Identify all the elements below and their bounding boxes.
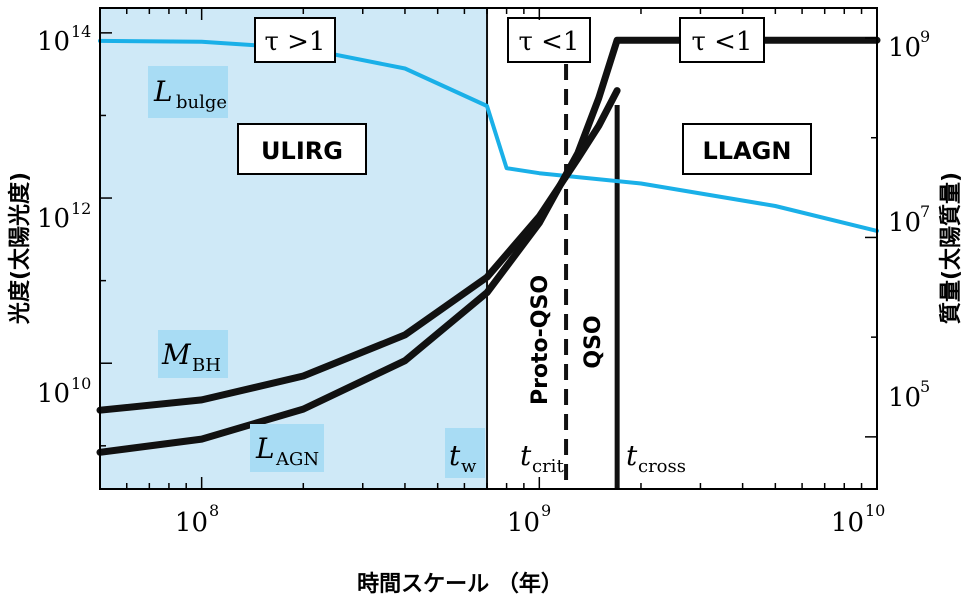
y-left-tick-label-1: 10 (37, 27, 70, 57)
svg-text:M: M (161, 338, 192, 371)
svg-text:L: L (255, 432, 275, 465)
svg-text:bulge: bulge (176, 92, 227, 113)
x-tick-label-2: 10 (507, 508, 540, 538)
y-right-tick-label-1: 10 (888, 33, 921, 63)
proto-qso-label: Proto-QSO (528, 275, 553, 405)
series-l-bulge (98, 38, 879, 233)
qso-label: QSO (581, 315, 606, 368)
y-left-tick-label-3-exp: 10 (71, 374, 91, 393)
phase-label-llagn: LLAGN (682, 123, 812, 175)
y-left-axis-title: 光度(太陽光度) (7, 172, 33, 325)
phase-label-ulirg: ULIRG (237, 123, 367, 175)
y-left-tick-label-2: 10 (37, 204, 70, 234)
plot-frame (99, 7, 878, 490)
y-right-axis-ticks (865, 37, 877, 438)
t-crit-label: t crit (520, 439, 564, 477)
y-right-tick-label-2: 10 (888, 208, 921, 238)
y-right-axis-title: 質量(太陽質量) (939, 172, 964, 324)
x-tick-label-1: 10 (175, 508, 208, 538)
t-cross-label: t cross (626, 439, 686, 477)
svg-text:τ >1: τ >1 (265, 27, 326, 57)
y-left-tick-label-1-exp: 14 (71, 22, 91, 41)
x-tick-label-2-exp: 9 (541, 501, 551, 520)
y-right-tick-label-1-exp: 9 (920, 27, 930, 46)
tau-label-2: τ <1 (507, 17, 591, 63)
tau-label-1: τ >1 (254, 17, 336, 63)
x-tick-label-1-exp: 8 (209, 501, 219, 520)
x-tick-label-3-exp: 10 (865, 501, 885, 520)
svg-text:t: t (520, 439, 532, 472)
l-agn-label: L AGN (250, 424, 324, 472)
l-bulge-label: L bulge (148, 66, 228, 118)
svg-text:cross: cross (638, 456, 686, 477)
svg-text:w: w (461, 456, 477, 477)
svg-text:t: t (626, 439, 638, 472)
y-right-tick-label-3: 10 (888, 383, 921, 413)
svg-text:τ <1: τ <1 (692, 27, 753, 57)
x-tick-label-3: 10 (831, 508, 864, 538)
t-w-label: t w (445, 428, 485, 478)
x-axis-title: 時間スケール （年） (357, 571, 563, 597)
svg-text:ULIRG: ULIRG (261, 137, 343, 165)
y-right-tick-label-2-exp: 7 (920, 202, 930, 221)
series-l-agn (96, 87, 621, 414)
svg-text:L: L (153, 75, 173, 108)
tau-label-3: τ <1 (679, 17, 765, 63)
x-axis-ticks (99, 8, 878, 489)
svg-text:crit: crit (532, 456, 564, 477)
svg-text:t: t (449, 439, 461, 472)
svg-text:LLAGN: LLAGN (703, 137, 792, 165)
y-left-tick-label-3: 10 (37, 379, 70, 409)
y-left-tick-label-2-exp: 12 (71, 199, 91, 218)
y-right-tick-label-3-exp: 5 (920, 377, 930, 396)
svg-text:AGN: AGN (275, 449, 319, 470)
y-left-axis-ticks (100, 32, 112, 447)
m-bh-label: M BH (158, 330, 228, 378)
svg-text:τ <1: τ <1 (519, 27, 580, 57)
svg-text:BH: BH (192, 355, 221, 376)
